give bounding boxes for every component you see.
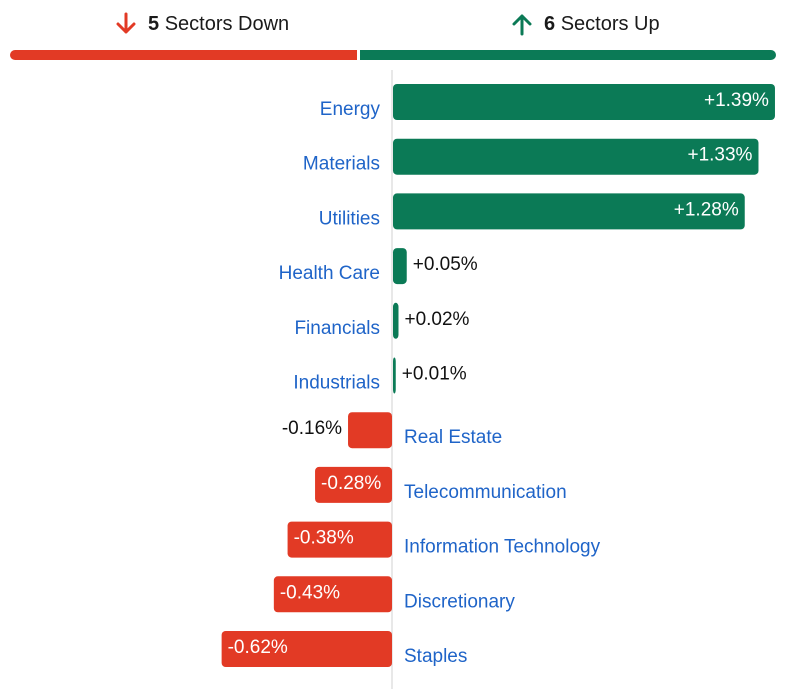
- category-label: Staples: [404, 646, 467, 667]
- bar-telecommunication: [315, 466, 392, 503]
- bar-discretionary: [273, 576, 392, 613]
- sector-summary-header: 5 Sectors Down 6 Sectors Up: [0, 0, 785, 62]
- category-label: Information Technology: [404, 537, 601, 558]
- value-label: +1.28%: [674, 199, 739, 220]
- value-label: +1.33%: [687, 145, 752, 166]
- category-label: Telecommunication: [404, 482, 567, 503]
- bar-energy: [393, 84, 775, 120]
- category-label: Health Care: [279, 263, 380, 284]
- category-label: Energy: [320, 99, 381, 120]
- value-label: -0.16%: [282, 418, 342, 439]
- sectors-up-count: 6: [544, 12, 556, 35]
- sectors-up-text: 6 Sectors Up: [544, 13, 660, 36]
- sectors-up-bar: [359, 50, 776, 60]
- value-label: +0.05%: [413, 254, 478, 275]
- bar-utilities: [393, 193, 745, 230]
- bar-health-care: [393, 248, 407, 285]
- value-label: +0.02%: [404, 309, 469, 330]
- sectors-down-summary: 5 Sectors Down: [112, 10, 289, 38]
- value-label: +1.39%: [704, 90, 769, 111]
- category-label: Discretionary: [404, 591, 515, 612]
- bar-real-estate: [348, 412, 392, 449]
- bar-financials: [393, 302, 399, 339]
- value-label: -0.38%: [294, 528, 354, 549]
- bar-materials: [393, 138, 759, 175]
- category-label: Materials: [303, 154, 380, 175]
- bar-staples: [221, 631, 392, 667]
- sectors-down-bar: [10, 50, 357, 60]
- value-label: -0.43%: [280, 582, 340, 603]
- category-label: Real Estate: [404, 427, 502, 448]
- arrow-up-icon: [512, 14, 532, 36]
- sectors-down-label: Sectors Down: [164, 12, 290, 35]
- bar-industrials: [393, 357, 396, 394]
- arrow-down-icon: [116, 12, 136, 34]
- sectors-down-text: 5 Sectors Down: [148, 13, 289, 36]
- value-label: -0.28%: [321, 473, 381, 494]
- sector-ratio-bar: [10, 50, 776, 60]
- value-label: +0.01%: [402, 364, 467, 385]
- bar-information-technology: [287, 521, 392, 558]
- category-label: Financials: [294, 318, 380, 339]
- sectors-down-count: 5: [148, 12, 160, 35]
- category-label: Utilities: [319, 208, 380, 229]
- sector-performance-chart: +1.39% Energy +1.33% Materials +1.28% Utiliti…: [221, 70, 775, 689]
- value-label: -0.62%: [228, 637, 288, 658]
- sectors-up-summary: 6 Sectors Up: [508, 10, 660, 38]
- category-label: Industrials: [293, 373, 380, 394]
- sectors-up-label: Sectors Up: [560, 12, 660, 35]
